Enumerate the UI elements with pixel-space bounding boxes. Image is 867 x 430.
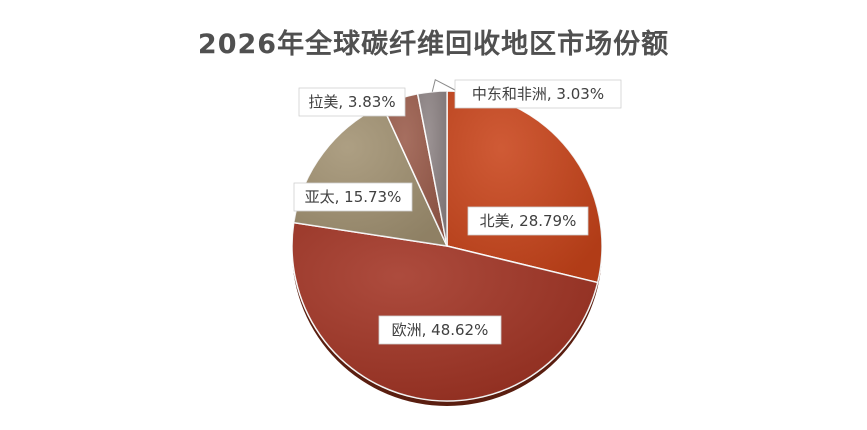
data-label-4: 拉美, 3.83% [298,87,406,117]
data-label-1: 北美, 28.79% [467,206,589,236]
data-label-text: 中东和非洲, 3.03% [472,85,604,103]
pie-slice-shade-5 [417,91,447,246]
pie-slice-shade-2 [292,222,598,401]
data-label-box [293,182,413,212]
data-label-text: 亚太, 15.73% [305,188,402,206]
data-label-5: 中东和非洲, 3.03% [454,79,622,109]
data-label-text: 欧洲, 48.62% [392,321,489,339]
data-label-2: 欧洲, 48.62% [378,315,502,345]
data-label-text: 北美, 28.79% [480,212,577,230]
pie-slice-shade-4 [382,93,447,246]
data-label-box [454,79,622,109]
data-label-box [378,315,502,345]
leader-line [431,78,456,92]
data-label-box [298,87,406,117]
chart-title: 2026年全球碳纤维回收地区市场份额 [197,29,670,60]
data-label-3: 亚太, 15.73% [293,182,413,212]
data-label-text: 拉美, 3.83% [308,93,395,111]
data-label-box [467,206,589,236]
